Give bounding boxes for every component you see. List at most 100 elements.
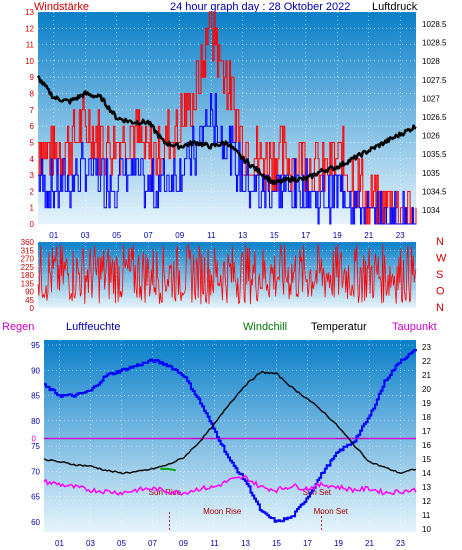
wind-direction-series (37, 243, 417, 305)
windchill-line (160, 467, 176, 472)
wind-tick-label: 3 (30, 171, 35, 180)
hour-tick-label: 17 (301, 231, 310, 240)
direction-tick-label: 45 (25, 296, 34, 305)
humidity-tick-label: 75 (31, 442, 40, 451)
wind-tick-label: 13 (25, 8, 34, 17)
direction-tick-label: 135 (21, 279, 35, 288)
humidity-tick-label: 85 (31, 392, 40, 401)
temperature-tick-label: 22 (422, 357, 431, 366)
time-axis-top: 01 03 05 07 09 11 13 15 17 19 21 23 (49, 231, 405, 240)
wind-speed-series (38, 11, 417, 225)
hour-tick-label: 09 (179, 539, 188, 548)
compass-label: W (436, 253, 447, 265)
pressure-line (36, 75, 417, 185)
legend-windchill: Windchill (243, 321, 287, 333)
temperature-tick-label: 11 (422, 511, 431, 520)
wind-tick-label: 7 (30, 106, 35, 115)
humidity-temp-series (43, 349, 417, 523)
chart-title: 24 hour graph day : 28 Oktober 2022 (170, 1, 350, 13)
legend-regen: Regen (2, 321, 34, 333)
pressure-tick-label: 1034 (422, 206, 440, 215)
humidity-tick-label: 65 (31, 493, 40, 502)
temperature-tick-label: 10 (422, 525, 431, 534)
temperature-tick-label: 14 (422, 469, 431, 478)
wind-tick-label: 2 (30, 187, 35, 196)
hour-tick-label: 07 (144, 231, 153, 240)
direction-tick-label: 225 (21, 263, 35, 272)
wind-tick-label: 9 (30, 73, 35, 82)
pressure-tick-label: 1035 (422, 169, 440, 178)
wind-tick-label: 5 (30, 138, 35, 147)
humidity-temp-grid (44, 340, 416, 532)
hour-tick-label: 19 (334, 539, 343, 548)
hour-tick-label: 23 (396, 231, 405, 240)
hour-tick-label: 11 (210, 539, 219, 548)
hour-tick-label: 21 (364, 231, 373, 240)
temperature-tick-label: 23 (422, 343, 431, 352)
hour-tick-label: 15 (272, 539, 281, 548)
temperature-tick-label: 21 (422, 371, 431, 380)
rain-zero-label: 0 (32, 435, 37, 444)
humidity-tick-label: 70 (31, 467, 40, 476)
humidity-tick-label: 95 (31, 341, 40, 350)
temperature-tick-label: 19 (422, 399, 431, 408)
legend-temperatur: Temperatur (311, 321, 367, 333)
hour-tick-label: 03 (86, 539, 95, 548)
wind-tick-label: 8 (30, 90, 35, 99)
direction-tick-label: 315 (21, 246, 35, 255)
compass-label: O (436, 286, 445, 298)
pressure-tick-label: 1035.5 (422, 150, 447, 159)
compass-label: S (436, 269, 443, 281)
pressure-tick-label: 1028 (422, 57, 440, 66)
humidity-tick-label: 80 (31, 417, 40, 426)
time-axis-bottom: 01 03 05 07 09 11 13 15 17 19 21 23 (55, 539, 405, 548)
direction-tick-label: 180 (21, 271, 35, 280)
hour-tick-label: 13 (238, 231, 247, 240)
humidity-temp-plot-area (44, 340, 416, 532)
pressure-axis: 1034 1034.5 1035 1035.5 1026 1026.5 1027 1027.5… (422, 20, 447, 215)
hour-tick-label: 15 (270, 231, 279, 240)
wind-axis-title: Windstärke (34, 1, 89, 13)
direction-tick-label: 90 (25, 288, 34, 297)
hour-tick-label: 05 (112, 231, 121, 240)
wind-tick-label: 11 (26, 41, 35, 50)
hour-tick-label: 17 (303, 539, 312, 548)
pressure-tick-label: 1034.5 (422, 187, 447, 196)
hour-tick-label: 05 (117, 539, 126, 548)
temperature-tick-label: 13 (422, 483, 431, 492)
hour-tick-label: 13 (241, 539, 250, 548)
humidity-tick-label: 90 (31, 366, 40, 375)
compass-label: N (436, 236, 444, 248)
hour-tick-label: 19 (333, 231, 342, 240)
temperature-line (43, 370, 417, 475)
pressure-tick-label: 1026 (422, 132, 440, 141)
direction-tick-label: 0 (30, 304, 35, 313)
wind-tick-label: 4 (30, 155, 35, 164)
temperature-tick-label: 18 (422, 413, 431, 422)
hour-tick-label: 01 (55, 539, 64, 548)
wind-tick-label: 1 (30, 204, 35, 213)
direction-tick-label: 270 (21, 255, 35, 264)
temperature-tick-label: 16 (422, 441, 431, 450)
wind-tick-label: 0 (30, 220, 35, 229)
hour-tick-label: 07 (148, 539, 157, 548)
wind-tick-label: 6 (30, 122, 35, 131)
temperature-tick-label: 15 (422, 455, 431, 464)
hour-tick-label: 23 (396, 539, 405, 548)
temperature-tick-label: 20 (422, 385, 431, 394)
pressure-tick-label: 1026.5 (422, 113, 447, 122)
humidity-line (44, 349, 417, 523)
humidity-tick-label: 60 (31, 518, 40, 527)
pressure-tick-label: 1027 (422, 94, 440, 103)
wind-direction-line (37, 243, 417, 305)
annotation-label: Moon Rise (203, 507, 242, 516)
temperature-tick-label: 12 (422, 497, 431, 506)
hour-tick-label: 01 (49, 231, 58, 240)
pressure-tick-label: 1028.5 (422, 39, 447, 48)
compass-label: N (436, 302, 444, 314)
hour-tick-label: 09 (175, 231, 184, 240)
